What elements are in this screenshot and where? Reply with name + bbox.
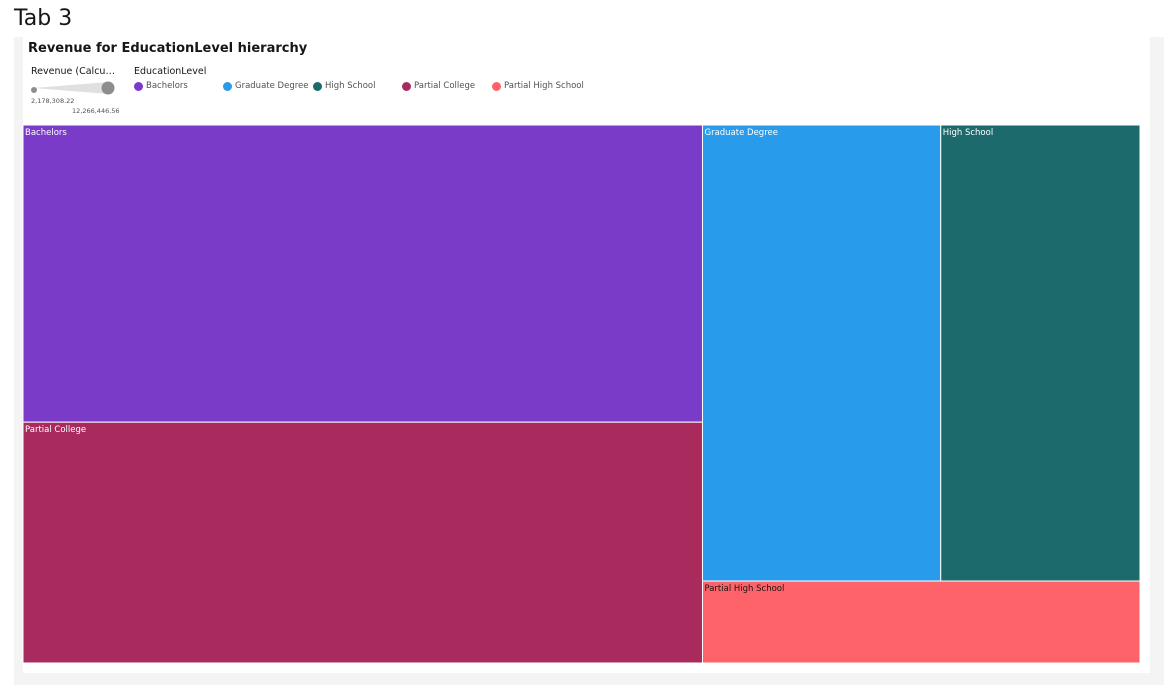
tab-title[interactable]: Tab 3 (14, 6, 73, 31)
legend-item-high-school[interactable]: High School (313, 80, 375, 92)
legend-label-partial-high-school: Partial High School (504, 81, 584, 91)
legend-swatch-bachelors (134, 81, 143, 91)
legend-label-high-school: High School (325, 81, 376, 91)
size-legend-max-label: 12,266,446.56 (72, 107, 120, 115)
legend-swatch-partial-high-school (492, 81, 501, 91)
legend-swatch-graduate-degree (223, 81, 232, 91)
legend-label-bachelors: Bachelors (146, 81, 188, 91)
legend-label-partial-college: Partial College (414, 81, 476, 91)
legend-swatch-high-school (313, 81, 322, 91)
legend-item-graduate-degree[interactable]: Graduate Degree (223, 80, 308, 92)
legend-item-partial-high-school[interactable]: Partial High School (492, 80, 584, 92)
chart-title: Revenue for EducationLevel hierarchy (28, 41, 308, 56)
treemap-label-graduate-degree: Graduate Degree (704, 128, 777, 138)
treemap-cell-high-school[interactable] (940, 124, 1141, 582)
treemap-label-high-school: High School (943, 128, 993, 138)
size-legend-min-label: 2,178,308.22 (31, 97, 75, 105)
treemap-cell-bachelors[interactable] (22, 124, 703, 423)
legend-item-partial-college[interactable]: Partial College (402, 80, 475, 92)
legend-item-bachelors[interactable]: Bachelors (134, 80, 188, 92)
treemap-cell-graduate-degree[interactable] (701, 124, 942, 582)
treemap-label-partial-college: Partial College (25, 425, 86, 435)
size-legend-shape (31, 81, 115, 95)
legend-swatch-partial-college (402, 81, 411, 91)
treemap-cell-partial-college[interactable] (22, 421, 703, 664)
treemap-label-partial-high-school: Partial High School (704, 584, 784, 594)
legend-label-graduate-degree: Graduate Degree (235, 81, 309, 91)
treemap-label-bachelors: Bachelors (25, 128, 67, 138)
color-legend-heading: EducationLevel (134, 66, 207, 77)
treemap-cell-partial-high-school[interactable] (701, 580, 1141, 664)
